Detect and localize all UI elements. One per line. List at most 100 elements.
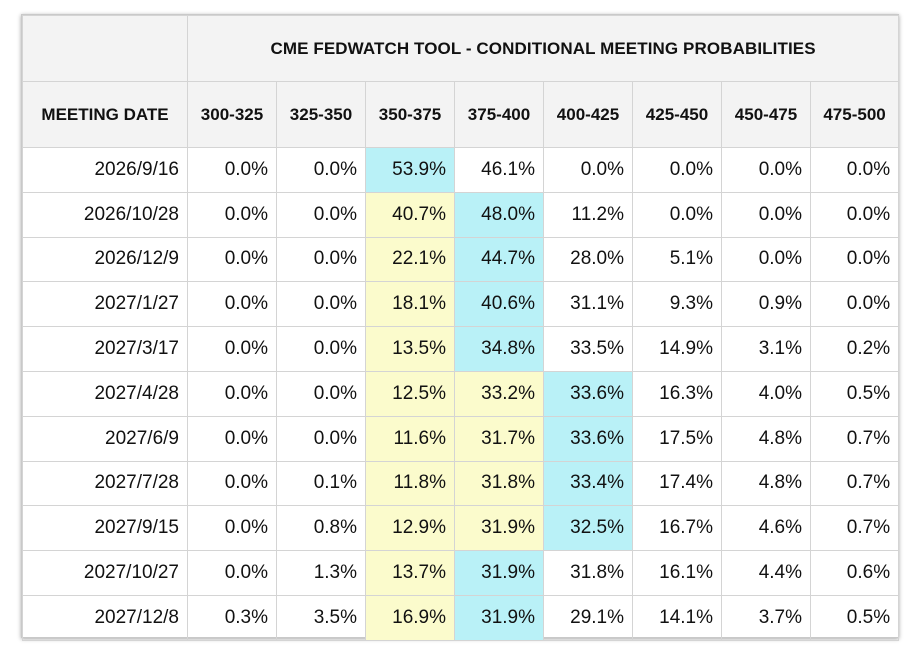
probability-cell: 33.6% bbox=[543, 370, 633, 417]
table-title: CME FEDWATCH TOOL - CONDITIONAL MEETING … bbox=[186, 15, 900, 82]
probability-cell: 46.1% bbox=[454, 147, 544, 193]
rate-range-header: 325-350 bbox=[276, 81, 366, 148]
probability-cell: 0.0% bbox=[187, 550, 277, 596]
table-row: 2027/12/8 0.3% 3.5% 16.9% 31.9% 29.1% 14.1% 3.7… bbox=[22, 594, 900, 641]
probability-cell: 14.9% bbox=[632, 326, 722, 372]
table-row: 2027/3/17 0.0% 0.0% 13.5% 34.8% 33.5% 14.9% 3.1… bbox=[22, 326, 900, 372]
rate-range-header: 300-325 bbox=[187, 81, 277, 148]
probability-cell: 13.5% bbox=[365, 326, 455, 372]
probability-cell: 0.0% bbox=[721, 191, 811, 238]
probability-cell: 16.9% bbox=[365, 594, 455, 641]
probability-table: CME FEDWATCH TOOL - CONDITIONAL MEETING … bbox=[22, 15, 900, 641]
meeting-date-cell: 2026/9/16 bbox=[22, 147, 188, 193]
probability-cell: 0.0% bbox=[276, 326, 366, 372]
probability-cell: 17.4% bbox=[632, 460, 722, 507]
table-row: 2026/9/16 0.0% 0.0% 53.9% 46.1% 0.0% 0.0% 0.0% 0… bbox=[22, 147, 900, 193]
probability-cell: 0.0% bbox=[632, 147, 722, 193]
probability-cell: 0.8% bbox=[276, 505, 366, 552]
probability-cell: 0.0% bbox=[543, 147, 633, 193]
meeting-date-cell: 2027/6/9 bbox=[22, 415, 188, 462]
probability-cell: 0.0% bbox=[187, 326, 277, 372]
probability-cell: 12.9% bbox=[365, 505, 455, 552]
probability-cell: 1.3% bbox=[276, 550, 366, 596]
meeting-date-header: MEETING DATE bbox=[22, 81, 188, 148]
probability-cell: 0.3% bbox=[187, 594, 277, 641]
meeting-date-cell: 2026/12/9 bbox=[22, 236, 188, 283]
probability-cell: 0.0% bbox=[276, 147, 366, 193]
probability-cell: 33.6% bbox=[543, 415, 633, 462]
meeting-date-cell: 2027/3/17 bbox=[22, 326, 188, 372]
probability-cell: 33.2% bbox=[454, 370, 544, 417]
probability-cell: 31.7% bbox=[454, 415, 544, 462]
probability-cell: 0.0% bbox=[187, 191, 277, 238]
rate-range-header: 450-475 bbox=[721, 81, 811, 148]
probability-cell: 0.0% bbox=[721, 236, 811, 283]
meeting-date-cell: 2027/12/8 bbox=[22, 594, 188, 641]
probability-cell: 3.5% bbox=[276, 594, 366, 641]
probability-cell: 31.8% bbox=[454, 460, 544, 507]
probability-cell: 5.1% bbox=[632, 236, 722, 283]
probability-cell: 40.6% bbox=[454, 281, 544, 328]
probability-cell: 0.0% bbox=[276, 370, 366, 417]
probability-cell: 4.4% bbox=[721, 550, 811, 596]
probability-cell: 4.0% bbox=[721, 370, 811, 417]
probability-cell: 4.6% bbox=[721, 505, 811, 552]
probability-table-panel: CME FEDWATCH TOOL - CONDITIONAL MEETING … bbox=[21, 14, 900, 641]
probability-cell: 44.7% bbox=[454, 236, 544, 283]
probability-cell: 3.7% bbox=[721, 594, 811, 641]
probability-cell: 4.8% bbox=[721, 460, 811, 507]
probability-cell: 4.8% bbox=[721, 415, 811, 462]
probability-cell: 0.1% bbox=[276, 460, 366, 507]
table-row: 2026/10/28 0.0% 0.0% 40.7% 48.0% 11.2% 0.0% 0.0… bbox=[22, 191, 900, 238]
rate-range-header: 400-425 bbox=[543, 81, 633, 148]
probability-cell: 0.0% bbox=[187, 281, 277, 328]
meeting-date-cell: 2027/7/28 bbox=[22, 460, 188, 507]
probability-cell: 0.0% bbox=[187, 236, 277, 283]
table-row: 2027/6/9 0.0% 0.0% 11.6% 31.7% 33.6% 17.5% 4.8%… bbox=[22, 415, 900, 462]
probability-cell: 0.7% bbox=[809, 460, 900, 507]
probability-cell: 0.0% bbox=[809, 281, 900, 328]
probability-cell: 31.9% bbox=[454, 594, 544, 641]
probability-cell: 28.0% bbox=[543, 236, 633, 283]
probability-cell: 32.5% bbox=[543, 505, 633, 552]
meeting-date-cell: 2027/10/27 bbox=[22, 550, 188, 596]
probability-cell: 31.9% bbox=[454, 550, 544, 596]
probability-cell: 0.6% bbox=[809, 550, 900, 596]
corner-cell bbox=[22, 15, 188, 82]
rate-range-header: 425-450 bbox=[632, 81, 722, 148]
probability-cell: 31.8% bbox=[543, 550, 633, 596]
column-header-row: MEETING DATE 300-325 325-350 350-375 375-40… bbox=[22, 81, 900, 148]
probability-cell: 31.9% bbox=[454, 505, 544, 552]
probability-cell: 17.5% bbox=[632, 415, 722, 462]
probability-cell: 0.0% bbox=[276, 281, 366, 328]
probability-cell: 11.6% bbox=[365, 415, 455, 462]
probability-cell: 0.0% bbox=[276, 236, 366, 283]
probability-cell: 33.5% bbox=[543, 326, 633, 372]
probability-cell: 0.0% bbox=[187, 415, 277, 462]
probability-cell: 0.0% bbox=[187, 147, 277, 193]
rate-range-header: 475-500 bbox=[809, 81, 900, 148]
meeting-date-cell: 2027/9/15 bbox=[22, 505, 188, 552]
table-row: 2026/12/9 0.0% 0.0% 22.1% 44.7% 28.0% 5.1% 0.0%… bbox=[22, 236, 900, 283]
probability-cell: 0.0% bbox=[809, 147, 900, 193]
probability-cell: 0.5% bbox=[809, 370, 900, 417]
table-row: 2027/7/28 0.0% 0.1% 11.8% 31.8% 33.4% 17.4% 4.8… bbox=[22, 460, 900, 507]
probability-cell: 0.0% bbox=[187, 505, 277, 552]
probability-cell: 0.0% bbox=[809, 236, 900, 283]
probability-cell: 18.1% bbox=[365, 281, 455, 328]
probability-cell: 29.1% bbox=[543, 594, 633, 641]
probability-cell: 40.7% bbox=[365, 191, 455, 238]
probability-cell: 0.0% bbox=[721, 147, 811, 193]
title-row: CME FEDWATCH TOOL - CONDITIONAL MEETING … bbox=[22, 15, 900, 82]
rate-range-header: 375-400 bbox=[454, 81, 544, 148]
probability-cell: 53.9% bbox=[365, 147, 455, 193]
probability-cell: 0.0% bbox=[632, 191, 722, 238]
table-row: 2027/4/28 0.0% 0.0% 12.5% 33.2% 33.6% 16.3% 4.0… bbox=[22, 370, 900, 417]
probability-cell: 0.0% bbox=[276, 191, 366, 238]
probability-cell: 11.8% bbox=[365, 460, 455, 507]
probability-cell: 0.9% bbox=[721, 281, 811, 328]
table-row: 2027/10/27 0.0% 1.3% 13.7% 31.9% 31.8% 16.1% 4.… bbox=[22, 550, 900, 596]
table-row: 2027/1/27 0.0% 0.0% 18.1% 40.6% 31.1% 9.3% 0.9%… bbox=[22, 281, 900, 328]
meeting-date-cell: 2027/4/28 bbox=[22, 370, 188, 417]
probability-cell: 12.5% bbox=[365, 370, 455, 417]
